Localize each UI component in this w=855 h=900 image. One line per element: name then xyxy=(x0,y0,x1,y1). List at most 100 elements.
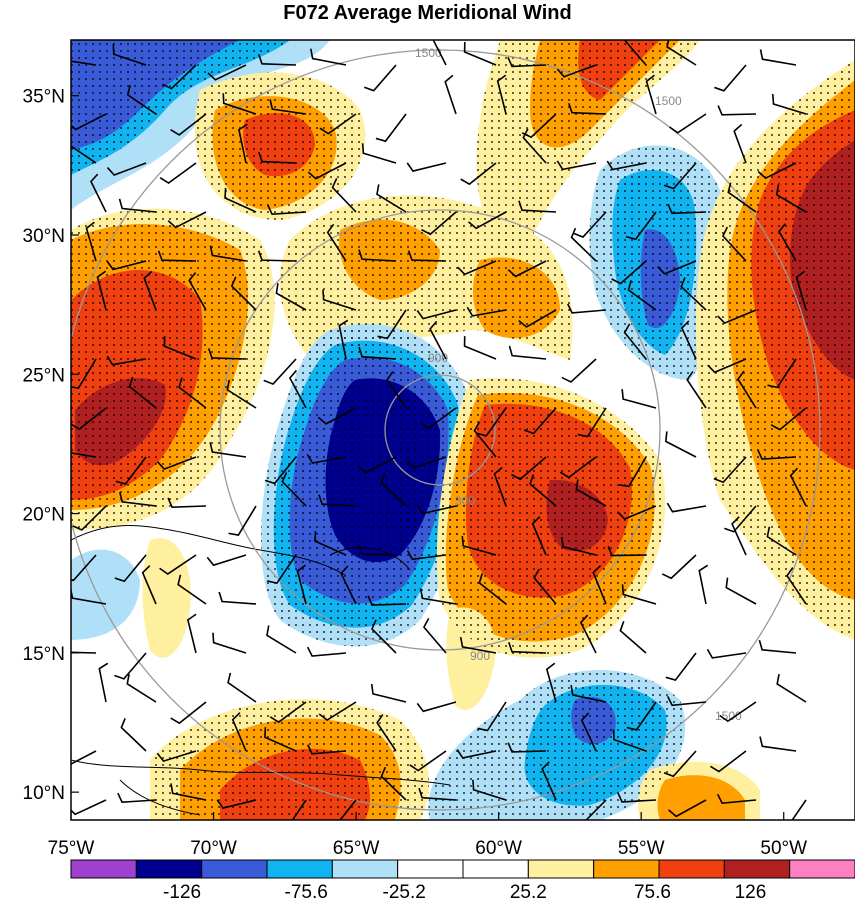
map-plot-area: 300 900 900 1500 1500 1500 xyxy=(71,40,855,820)
wind-barb xyxy=(533,568,557,605)
wind-barb xyxy=(733,123,747,164)
colorbar-swatch xyxy=(658,859,725,879)
wind-barb xyxy=(724,505,757,533)
wind-barb xyxy=(71,145,97,164)
wind-barb xyxy=(611,260,647,285)
wind-barb xyxy=(665,652,697,681)
wind-barb xyxy=(472,779,507,801)
wind-barb xyxy=(314,531,347,556)
wind-barb xyxy=(422,617,447,654)
wind-barb xyxy=(358,249,397,262)
wind-barb xyxy=(623,40,647,66)
wind-barb xyxy=(518,200,557,213)
wind-barb xyxy=(680,320,697,360)
wind-barb xyxy=(478,573,507,605)
wind-barb xyxy=(559,456,597,479)
wind-barb xyxy=(719,701,757,723)
wind-barb xyxy=(607,546,647,557)
colorbar-swatch xyxy=(70,859,137,879)
wind-barb xyxy=(264,456,297,485)
wind-barb xyxy=(759,736,797,752)
colorbar-label: -75.6 xyxy=(285,882,328,900)
wind-barb xyxy=(257,250,297,262)
wind-barb xyxy=(358,346,397,360)
range-ring-label-inner: 300 xyxy=(455,494,475,508)
wind-barb xyxy=(216,799,257,809)
wind-barb xyxy=(318,494,357,507)
wind-barb xyxy=(663,162,697,190)
wind-barb xyxy=(228,505,257,536)
wind-barb xyxy=(680,277,707,311)
wind-barb xyxy=(71,358,97,390)
wind-barb xyxy=(126,673,157,703)
wind-barb xyxy=(545,662,557,703)
wind-barb xyxy=(727,182,757,213)
wind-barb xyxy=(429,320,447,360)
wind-barb xyxy=(361,143,397,164)
wind-barb xyxy=(432,40,447,66)
wind-barb xyxy=(592,565,607,605)
wind-barb xyxy=(275,283,307,311)
wind-barb xyxy=(416,504,457,515)
wind-barb xyxy=(686,371,707,409)
wind-barb xyxy=(371,619,397,654)
wind-barb xyxy=(459,636,497,654)
wind-barb xyxy=(71,651,97,654)
wind-barb xyxy=(209,442,247,458)
wind-barb xyxy=(269,99,307,115)
latitude-tick-label: 30°N xyxy=(23,226,65,247)
significance-stippling xyxy=(71,40,855,820)
wind-barb xyxy=(421,211,457,236)
wind-barb xyxy=(570,227,597,262)
wind-barb xyxy=(156,750,197,763)
wind-barb xyxy=(258,151,297,164)
wind-barb xyxy=(579,614,597,654)
wind-barb xyxy=(118,492,157,507)
wind-barb xyxy=(222,93,257,115)
wind-barb xyxy=(296,564,307,605)
wind-barb xyxy=(460,162,497,186)
wind-barb xyxy=(170,113,207,136)
wind-barb xyxy=(766,526,797,556)
wind-barb xyxy=(778,223,797,262)
wind-barb xyxy=(511,456,547,481)
wind-barb xyxy=(568,102,607,115)
wind-barb xyxy=(541,761,557,801)
latitude-tick-label: 10°N xyxy=(23,783,65,804)
wind-barb xyxy=(669,113,707,134)
wind-barb xyxy=(71,750,97,765)
colorbar-swatch xyxy=(593,859,660,879)
wind-barb xyxy=(114,652,147,680)
wind-barb xyxy=(770,407,807,431)
wind-barb xyxy=(698,564,709,605)
wind-barb xyxy=(376,714,397,752)
wind-barb xyxy=(114,554,147,583)
wind-barb xyxy=(627,280,657,311)
wind-barb xyxy=(186,613,197,654)
wind-barb xyxy=(623,323,647,360)
wind-barb xyxy=(666,695,707,707)
wind-barb xyxy=(71,799,107,816)
longitude-axis: 75°W 70°W 65°W 60°W 55°W 50°W xyxy=(48,812,807,859)
wind-barb xyxy=(618,456,647,488)
wind-barb xyxy=(72,505,107,531)
wind-barb xyxy=(367,595,407,606)
colorbar-swatch xyxy=(331,859,399,879)
wind-barb xyxy=(566,303,607,314)
wind-barb xyxy=(625,211,657,241)
wind-barb xyxy=(117,792,157,804)
wind-barb xyxy=(264,727,297,752)
wind-barb xyxy=(522,128,547,164)
wind-barb xyxy=(267,204,307,216)
latitude-tick-label: 15°N xyxy=(23,644,65,665)
wind-barb xyxy=(457,260,497,276)
colorbar-swatch xyxy=(266,859,333,879)
wind-barb xyxy=(331,178,357,213)
wind-barb xyxy=(310,48,347,66)
wind-barb xyxy=(621,389,657,409)
wind-barb xyxy=(707,358,747,374)
wind-barb xyxy=(375,113,407,143)
colorbar-swatch xyxy=(462,859,529,879)
wind-barb xyxy=(207,64,247,81)
colorbar-swatch xyxy=(135,859,203,879)
